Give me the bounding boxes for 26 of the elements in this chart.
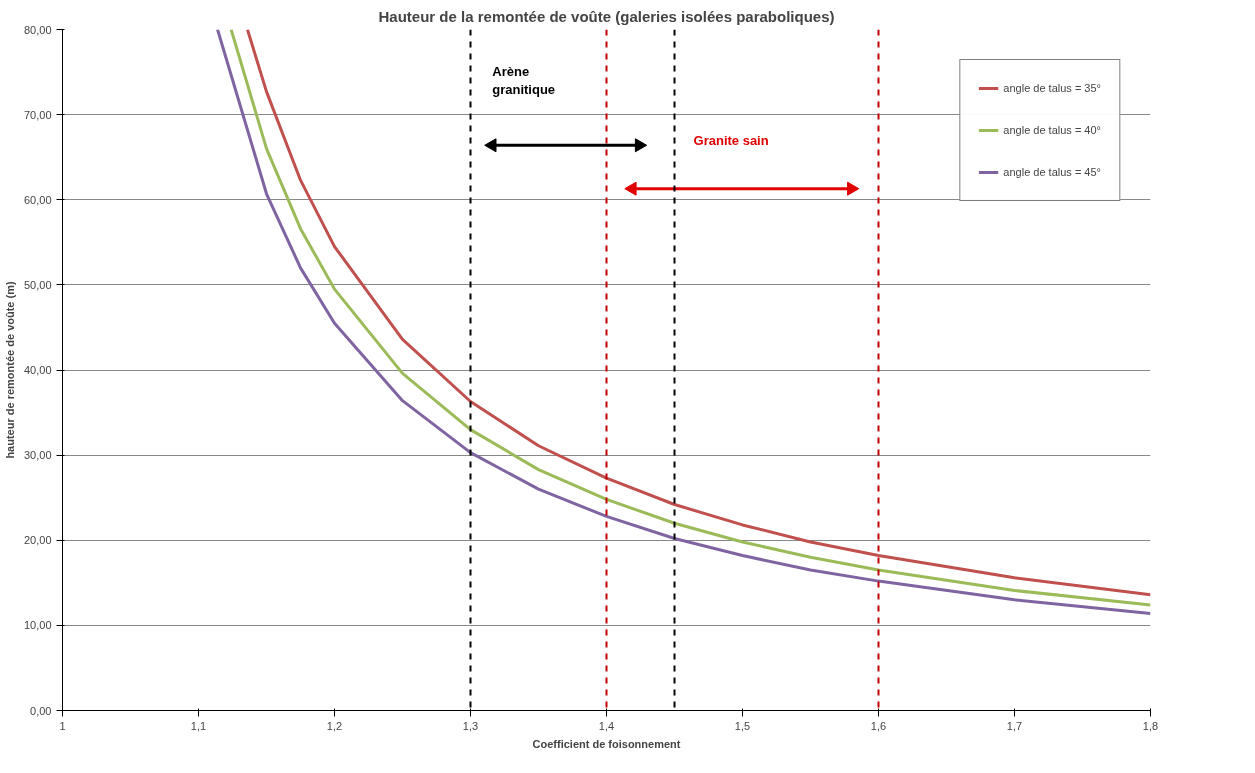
x-tick-label: 1,1 bbox=[190, 719, 207, 732]
annotation: Granite sain bbox=[693, 133, 769, 149]
y-tick-label: 0,00 bbox=[30, 704, 52, 717]
y-tick-label: 70,00 bbox=[23, 108, 52, 121]
x-axis-title: Coefficient de foisonnement bbox=[532, 737, 681, 750]
x-tick-label: 1,3 bbox=[462, 719, 479, 732]
chart-title: Hauteur de la remontée de voûte (galeries isolées paraboliques) bbox=[378, 7, 835, 25]
legend-label: angle de talus = 45° bbox=[1003, 166, 1101, 178]
y-tick-label: 50,00 bbox=[23, 278, 52, 291]
y-axis-title: hauteur de remontée de voûte (m) bbox=[3, 281, 16, 459]
y-tick-label: 20,00 bbox=[23, 534, 52, 547]
y-tick-label: 80,00 bbox=[23, 23, 52, 36]
y-tick-label: 40,00 bbox=[23, 364, 52, 376]
annotation: Arène granitique bbox=[492, 64, 556, 98]
x-tick-label: 1,6 bbox=[870, 719, 887, 732]
y-tick-label: 60,00 bbox=[23, 193, 52, 206]
x-tick-label: 1 bbox=[59, 719, 66, 732]
x-tick-label: 1,5 bbox=[734, 719, 751, 732]
legend-label: angle de talus = 35° bbox=[1003, 82, 1101, 94]
legend-label: angle de talus = 40° bbox=[1003, 124, 1101, 136]
y-tick-label: 10,00 bbox=[23, 619, 52, 632]
y-tick-label: 30,00 bbox=[23, 449, 52, 462]
x-tick-label: 1,8 bbox=[1142, 719, 1159, 732]
x-tick-label: 1,7 bbox=[1006, 719, 1023, 732]
x-tick-label: 1,4 bbox=[598, 719, 615, 732]
x-tick-label: 1,2 bbox=[326, 719, 343, 732]
